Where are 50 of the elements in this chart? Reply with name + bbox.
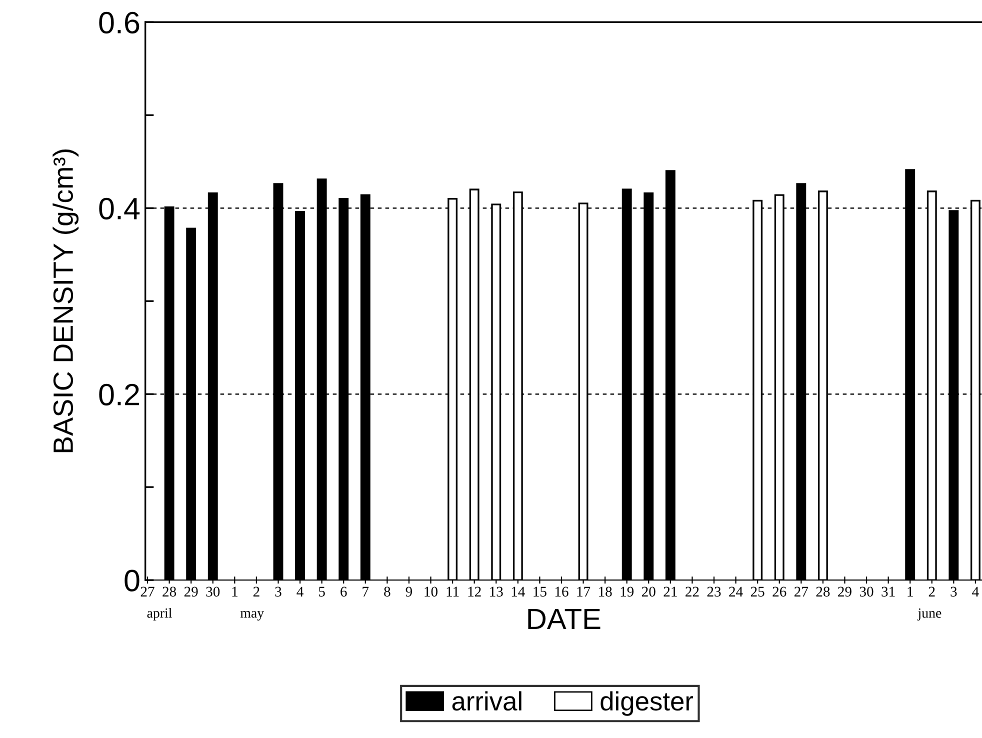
x-tick-label: 20 [642, 586, 656, 597]
x-tick-label: 1 [232, 586, 238, 596]
x-tick-label: 18 [599, 586, 612, 597]
x-tick-label: 19 [620, 586, 634, 597]
text: april [147, 608, 172, 621]
x-tick-label: 27 [140, 586, 154, 596]
x-tick-label: 21 [664, 586, 677, 596]
x-tick-label: 26 [772, 586, 786, 597]
x-tick-label: 8 [384, 586, 390, 597]
text: may [240, 611, 264, 621]
y-tick-label: 0 [124, 570, 140, 592]
x-tick-label: 6 [340, 586, 347, 597]
y-tick-label: 0.2 [99, 384, 139, 406]
x-tick-label: 23 [707, 586, 721, 597]
x-tick-label: 25 [750, 586, 764, 597]
legend-label: arrival [452, 691, 522, 711]
x-tick-label: 30 [860, 586, 874, 597]
x-tick-label: 11 [446, 586, 459, 596]
x-tick-label: 4 [296, 586, 304, 596]
x-tick-label: 3 [275, 586, 282, 597]
x-tick-label: 4 [972, 586, 979, 596]
x-tick-label: 24 [729, 586, 743, 596]
x-tick-label: 28 [162, 586, 176, 597]
legend-label: digester [600, 691, 694, 716]
x-tick-label: 29 [184, 586, 198, 597]
x-tick-label: 28 [816, 586, 830, 597]
x-tick-label: 13 [490, 586, 503, 597]
x-tick-label: 2 [253, 586, 260, 596]
x-tick-label: 5 [319, 586, 325, 597]
x-tick-label: 3 [950, 586, 957, 597]
x-tick-label: 27 [794, 586, 808, 596]
text: june [917, 608, 942, 621]
x-tick-label: 17 [577, 586, 590, 596]
x-tick-label: 9 [406, 586, 412, 597]
x-tick-label: 1 [908, 586, 913, 596]
x-tick-label: 12 [468, 586, 481, 596]
y-tick-label: 0.4 [99, 198, 140, 220]
x-tick-label: 10 [424, 586, 438, 597]
x-tick-label: 29 [838, 586, 852, 597]
x-tick-label: 30 [206, 586, 220, 597]
y-tick-label: 0.6 [99, 12, 140, 34]
x-tick-label: 7 [362, 586, 369, 596]
y-axis-title: BASIC DENSITY (g/cm³) [52, 150, 79, 452]
x-tick-label: 14 [512, 586, 525, 596]
x-tick-label: 16 [555, 586, 568, 597]
x-tick-label: 15 [534, 586, 546, 597]
x-tick-label: 2 [928, 586, 935, 596]
x-tick-label: 22 [686, 586, 699, 596]
x-axis-title: DATE [528, 608, 600, 630]
x-tick-label: 31 [882, 586, 895, 597]
